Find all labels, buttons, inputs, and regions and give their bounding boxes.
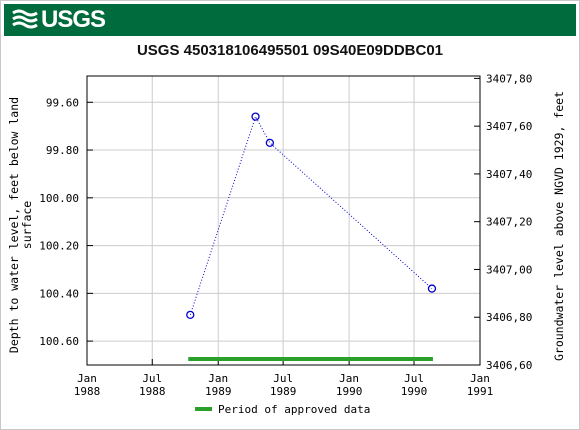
- x-tick-label-year: 1988: [139, 385, 166, 398]
- x-axis: Jan1988Jul1988Jan1989Jul1989Jan1990Jul19…: [74, 359, 494, 398]
- data-series: [186, 112, 437, 319]
- y-axis-right-title: Groundwater level above NGVD 1929, feet: [552, 91, 566, 361]
- usgs-logo[interactable]: USGS: [10, 6, 106, 33]
- x-tick-label-year: 1990: [336, 385, 363, 398]
- left-tick-label: 99.80: [46, 144, 79, 157]
- left-tick-label: 100.20: [39, 240, 79, 253]
- data-point: [186, 310, 195, 319]
- data-point: [251, 112, 260, 121]
- left-tick-label: 100.40: [39, 287, 79, 300]
- x-tick-label-year: 1991: [467, 385, 494, 398]
- x-tick-label-year: 1990: [401, 385, 428, 398]
- right-tick-label: 3407,20: [486, 216, 532, 229]
- right-tick-label: 3406,80: [486, 311, 532, 324]
- series-line: [189, 115, 433, 315]
- x-tick-label-month: Jan: [470, 372, 490, 385]
- left-tick-label: 100.00: [39, 192, 79, 205]
- x-tick-label-month: Jan: [77, 372, 97, 385]
- x-tick-label-year: 1988: [74, 385, 101, 398]
- x-tick-label-year: 1989: [205, 385, 232, 398]
- x-tick-label-month: Jul: [273, 372, 293, 385]
- right-tick-label: 3407,80: [486, 72, 532, 85]
- x-tick-label-month: Jan: [339, 372, 359, 385]
- legend-label: Period of approved data: [218, 403, 370, 416]
- x-tick-label-month: Jan: [208, 372, 228, 385]
- right-tick-label: 3407,00: [486, 263, 532, 276]
- right-tick-label: 3407,60: [486, 120, 532, 133]
- x-tick-label-month: Jul: [404, 372, 424, 385]
- grid-lines: [86, 76, 481, 365]
- left-axis: 99.60 99.80 100.00 100.20 100.40 100.60: [39, 96, 93, 348]
- x-tick-label-year: 1989: [270, 385, 297, 398]
- left-tick-label: 100.60: [39, 335, 79, 348]
- usgs-wave-icon: [12, 9, 38, 29]
- x-tick-label-month: Jul: [142, 372, 162, 385]
- right-tick-label: 3407,40: [486, 168, 532, 181]
- chart-title: USGS 450318106495501 09S40E09DDBC01: [136, 42, 444, 59]
- legend: Period of approved data: [195, 403, 370, 416]
- data-point: [427, 284, 437, 293]
- y-axis-left-title-line1: Depth to water level, feet below land: [7, 97, 21, 353]
- right-axis: 3406,60 3406,80 3407,00 3407,20 3407,40 3407,…: [474, 72, 532, 372]
- usgs-header-bar: USGS: [4, 4, 576, 36]
- left-tick-label: 99.60: [46, 96, 79, 109]
- usgs-logo-text: USGS: [41, 6, 106, 33]
- right-tick-label: 3406,60: [486, 359, 532, 372]
- y-axis-left-title-line2: surface: [20, 201, 34, 250]
- data-point: [265, 138, 275, 148]
